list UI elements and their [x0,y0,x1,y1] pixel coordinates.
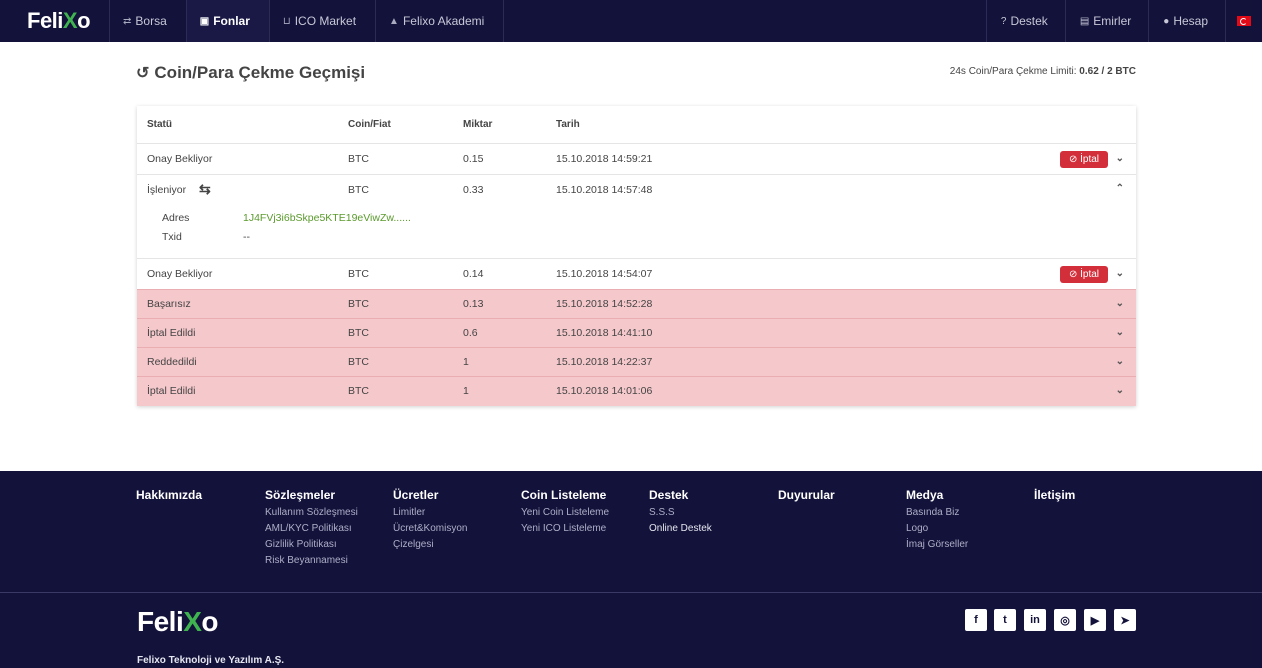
cancel-button[interactable]: ⊘ İptal [1060,151,1108,168]
nav-fonlar[interactable]: ▣ Fonlar [186,0,270,42]
footer-link[interactable]: Ücret&Komisyon [393,523,468,534]
txid-value: -- [243,231,250,243]
table-header: Statü Coin/Fiat Miktar Tarih [137,106,1136,143]
footer-link[interactable]: Çizelgesi [393,539,434,550]
footer-col-coin-listeleme: Coin Listeleme Yeni Coin Listeleme Yeni … [521,488,609,537]
cancel-button[interactable]: ⊘ İptal [1060,266,1108,283]
chevron-down-icon[interactable]: ⌄ [1115,385,1124,396]
footer-logo: FeliXo [137,606,219,637]
question-icon: ? [1000,15,1007,27]
footer-col-ucretler: Ücretler Limitler Ücret&Komisyon Çizelge… [393,488,467,553]
col-coin: Coin/Fiat [348,119,391,130]
footer-col-medya: Medya Basında Biz Logo İmaj Görseller [906,488,968,553]
nav-destek[interactable]: ? Destek [987,0,1066,42]
footer-link[interactable]: Limitler [393,507,426,518]
withdraw-limit: 24s Coin/Para Çekme Limiti: 0.62 / 2 BTC [949,66,1136,77]
nav-hesap[interactable]: ● Hesap [1149,0,1226,42]
table-row[interactable]: İptal Edildi BTC 1 15.10.2018 14:01:06 ⌄ [137,376,1136,406]
nav-ico-market[interactable]: ⊔ ICO Market [270,0,377,42]
facebook-icon[interactable]: f [965,609,987,631]
youtube-icon[interactable]: ▶ [1084,609,1106,631]
chevron-down-icon[interactable]: ⌄ [1115,153,1124,164]
address-value[interactable]: 1J4FVj3i6bSkpe5KTE19eViwZw...... [243,212,411,224]
footer-col-hakkimizda: Hakkımızda [136,488,203,502]
col-amount: Miktar [463,119,493,130]
instagram-icon[interactable]: ◎ [1054,609,1076,631]
footer-link[interactable]: Gizlilik Politikası [265,539,337,550]
user-icon: ● [1163,15,1170,27]
table-row[interactable]: Reddedildi BTC 1 15.10.2018 14:22:37 ⌄ [137,347,1136,376]
logo-text-a: Feli [27,8,63,33]
logo-text-x: X [62,8,78,33]
footer-col-iletisim: İletişim [1034,488,1076,502]
footer-link[interactable]: Yeni ICO Listeleme [521,523,607,534]
footer-col-duyurular: Duyurular [778,488,835,502]
withdraw-history-table: Statü Coin/Fiat Miktar Tarih Onay Bekliy… [137,106,1136,406]
turkish-flag-icon [1237,16,1251,26]
table-row[interactable]: İptal Edildi BTC 0.6 15.10.2018 14:41:10… [137,318,1136,347]
chevron-down-icon[interactable]: ⌄ [1115,268,1124,279]
footer-link[interactable]: Basında Biz [906,507,960,518]
language-flag-tr[interactable] [1226,0,1262,42]
money-icon: ▣ [199,15,210,27]
table-row[interactable]: Onay Bekliyor BTC 0.15 15.10.2018 14:59:… [137,143,1136,174]
nav-borsa[interactable]: ⇄ Borsa [110,0,187,42]
document-icon: ▤ [1079,15,1090,27]
footer-link[interactable]: Yeni Coin Listeleme [521,507,610,518]
footer-link[interactable]: Logo [906,523,929,534]
footer-link[interactable]: S.S.S [649,507,675,518]
chevron-down-icon[interactable]: ⌄ [1115,298,1124,309]
exchange-icon: ⇄ [123,15,132,27]
txid-label: Txid [162,231,182,243]
processing-icon: ⇆ [199,181,211,197]
nav-emirler[interactable]: ▤ Emirler [1066,0,1150,42]
history-icon: ↺ [136,65,150,82]
footer-link[interactable]: AML/KYC Politikası [265,523,352,534]
telegram-icon[interactable]: ➤ [1114,609,1136,631]
footer-link[interactable]: Kullanım Sözleşmesi [265,507,358,518]
twitter-icon[interactable]: t [994,609,1016,631]
footer-divider [0,592,1262,593]
chevron-up-icon[interactable]: ⌃ [1115,183,1124,194]
table-row[interactable]: Başarısız BTC 0.13 15.10.2018 14:52:28 ⌄ [137,289,1136,318]
footer-col-sozlesmeler: Sözleşmeler Kullanım Sözleşmesi AML/KYC … [265,488,358,569]
chevron-down-icon[interactable]: ⌄ [1115,356,1124,367]
graduation-icon: ▲ [389,15,399,27]
col-date: Tarih [556,119,580,130]
ban-icon: ⊘ [1068,269,1081,280]
linkedin-icon[interactable]: in [1024,609,1046,631]
cart-icon: ⊔ [282,15,291,27]
company-name: Felixo Teknoloji ve Yazılım A.Ş. [137,655,285,666]
chevron-down-icon[interactable]: ⌄ [1115,327,1124,338]
footer-link[interactable]: Online Destek [649,523,712,534]
page-title: ↺ Coin/Para Çekme Geçmişi [136,63,366,82]
col-status: Statü [147,119,172,130]
nav-felixo-akademi[interactable]: ▲ Felixo Akademi [376,0,505,42]
footer-col-destek: Destek S.S.S Online Destek [649,488,712,537]
footer-link[interactable]: Risk Beyannamesi [265,555,348,566]
footer: Hakkımızda Sözleşmeler Kullanım Sözleşme… [0,471,1262,668]
table-row[interactable]: Onay Bekliyor BTC 0.14 15.10.2018 14:54:… [137,258,1136,289]
table-row-expanded[interactable]: İşleniyor ⇆ BTC 0.33 15.10.2018 14:57:48… [137,174,1136,258]
footer-link[interactable]: İmaj Görseller [906,539,969,550]
ban-icon: ⊘ [1068,154,1081,165]
logo-text-b: o [77,8,91,33]
address-label: Adres [162,212,190,224]
